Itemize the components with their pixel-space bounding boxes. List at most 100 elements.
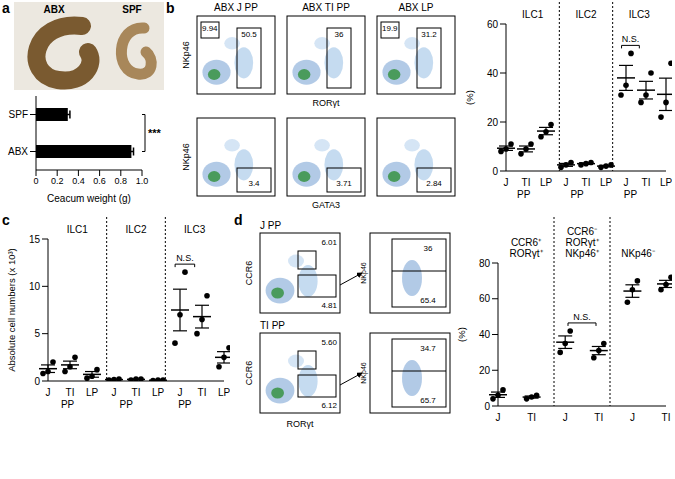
svg-text:LP: LP (540, 177, 553, 188)
svg-text:PP: PP (517, 189, 531, 200)
svg-text:J: J (504, 177, 509, 188)
svg-text:0.6: 0.6 (93, 176, 106, 186)
svg-text:J: J (563, 412, 568, 423)
svg-text:N.S.: N.S. (622, 34, 640, 44)
svg-text:40: 40 (479, 329, 491, 340)
svg-text:RORγt⁺: RORγt⁺ (510, 248, 544, 259)
svg-text:36: 36 (335, 30, 344, 39)
svg-text:ABX: ABX (43, 4, 64, 15)
svg-text:***: *** (148, 127, 162, 139)
svg-text:0.4: 0.4 (72, 176, 85, 186)
svg-text:40: 40 (487, 68, 499, 79)
svg-text:ABX LP: ABX LP (398, 2, 433, 13)
svg-text:J: J (178, 387, 183, 398)
svg-text:RORγt: RORγt (313, 98, 340, 108)
svg-text:60: 60 (479, 293, 491, 304)
svg-text:10: 10 (29, 281, 41, 292)
svg-text:19.9: 19.9 (382, 24, 398, 33)
svg-text:TI: TI (527, 412, 536, 423)
svg-text:J: J (496, 412, 501, 423)
svg-text:34.7: 34.7 (420, 344, 436, 353)
svg-text:LP: LP (600, 177, 613, 188)
svg-text:1.0: 1.0 (136, 176, 149, 186)
svg-text:0: 0 (33, 176, 38, 186)
svg-text:4.81: 4.81 (321, 301, 337, 310)
svg-text:ILC3: ILC3 (184, 224, 206, 235)
svg-text:0: 0 (34, 376, 40, 387)
svg-text:6.01: 6.01 (321, 238, 337, 247)
svg-text:NKp46⁺: NKp46⁺ (565, 248, 600, 259)
svg-text:J: J (624, 177, 629, 188)
svg-text:ABX TI PP: ABX TI PP (302, 2, 350, 13)
svg-text:ABX J PP: ABX J PP (214, 2, 258, 13)
svg-text:80: 80 (479, 258, 491, 269)
svg-text:PP: PP (178, 399, 192, 410)
svg-text:3.4: 3.4 (248, 179, 260, 188)
svg-text:(%): (%) (456, 327, 467, 342)
svg-text:NKp46: NKp46 (181, 41, 191, 69)
svg-text:TI: TI (522, 177, 531, 188)
svg-text:ILC1: ILC1 (522, 9, 544, 20)
svg-text:RORγt⁺: RORγt⁺ (566, 237, 600, 248)
svg-text:3.71: 3.71 (336, 179, 352, 188)
svg-text:J: J (630, 412, 635, 423)
svg-text:PP: PP (624, 189, 638, 200)
svg-text:J PP: J PP (260, 220, 281, 231)
svg-text:PP: PP (61, 399, 75, 410)
svg-text:NKp46: NKp46 (181, 143, 191, 171)
svg-text:CCR6: CCR6 (244, 261, 254, 286)
svg-text:TI: TI (594, 412, 603, 423)
svg-text:CCR6: CCR6 (244, 361, 254, 386)
svg-text:GATA3: GATA3 (312, 200, 340, 210)
svg-text:J: J (564, 177, 569, 188)
svg-text:TI PP: TI PP (260, 320, 285, 331)
svg-text:J: J (46, 387, 51, 398)
svg-text:SPF: SPF (122, 4, 141, 15)
svg-text:ILC2: ILC2 (575, 9, 597, 20)
svg-text:NKp46⁻: NKp46⁻ (621, 248, 656, 259)
svg-text:LP: LP (218, 387, 230, 398)
svg-text:ABX: ABX (8, 146, 28, 157)
svg-text:5: 5 (34, 328, 40, 339)
svg-text:NKp46: NKp46 (360, 362, 368, 384)
svg-text:SPF: SPF (9, 109, 28, 120)
svg-text:CCR6⁻: CCR6⁻ (567, 226, 598, 237)
svg-text:2.84: 2.84 (426, 179, 442, 188)
svg-text:LP: LP (86, 387, 99, 398)
svg-text:N.S.: N.S. (573, 312, 591, 322)
svg-text:Ceacum weight (g): Ceacum weight (g) (47, 193, 131, 204)
svg-text:0.2: 0.2 (51, 176, 64, 186)
svg-text:TI: TI (642, 177, 651, 188)
svg-text:PP: PP (120, 399, 134, 410)
svg-text:0: 0 (492, 166, 498, 177)
svg-text:J: J (112, 387, 117, 398)
svg-text:ILC1: ILC1 (67, 224, 89, 235)
svg-text:PP: PP (570, 189, 584, 200)
svg-text:RORγt: RORγt (287, 419, 314, 429)
svg-text:36: 36 (424, 244, 433, 253)
svg-text:65.4: 65.4 (420, 296, 436, 305)
svg-text:CCR6⁺: CCR6⁺ (511, 237, 542, 248)
svg-text:TI: TI (198, 387, 207, 398)
svg-text:20: 20 (487, 117, 499, 128)
svg-text:TI: TI (132, 387, 141, 398)
svg-text:N.S.: N.S. (176, 253, 194, 263)
svg-text:LP: LP (152, 387, 165, 398)
svg-text:TI: TI (662, 412, 671, 423)
svg-text:NKp46: NKp46 (360, 262, 368, 284)
svg-text:0.8: 0.8 (115, 176, 128, 186)
svg-text:20: 20 (479, 365, 491, 376)
svg-text:TI: TI (66, 387, 75, 398)
svg-text:ILC2: ILC2 (125, 224, 147, 235)
svg-text:9.94: 9.94 (202, 24, 218, 33)
svg-text:(%): (%) (464, 90, 475, 105)
svg-text:65.7: 65.7 (420, 396, 436, 405)
svg-text:31.2: 31.2 (421, 30, 437, 39)
svg-text:5.60: 5.60 (321, 338, 337, 347)
svg-text:ILC3: ILC3 (629, 9, 651, 20)
svg-text:0: 0 (484, 401, 490, 412)
svg-text:TI: TI (582, 177, 591, 188)
svg-text:15: 15 (29, 234, 41, 245)
svg-text:6.12: 6.12 (321, 401, 337, 410)
svg-text:60: 60 (487, 19, 499, 30)
